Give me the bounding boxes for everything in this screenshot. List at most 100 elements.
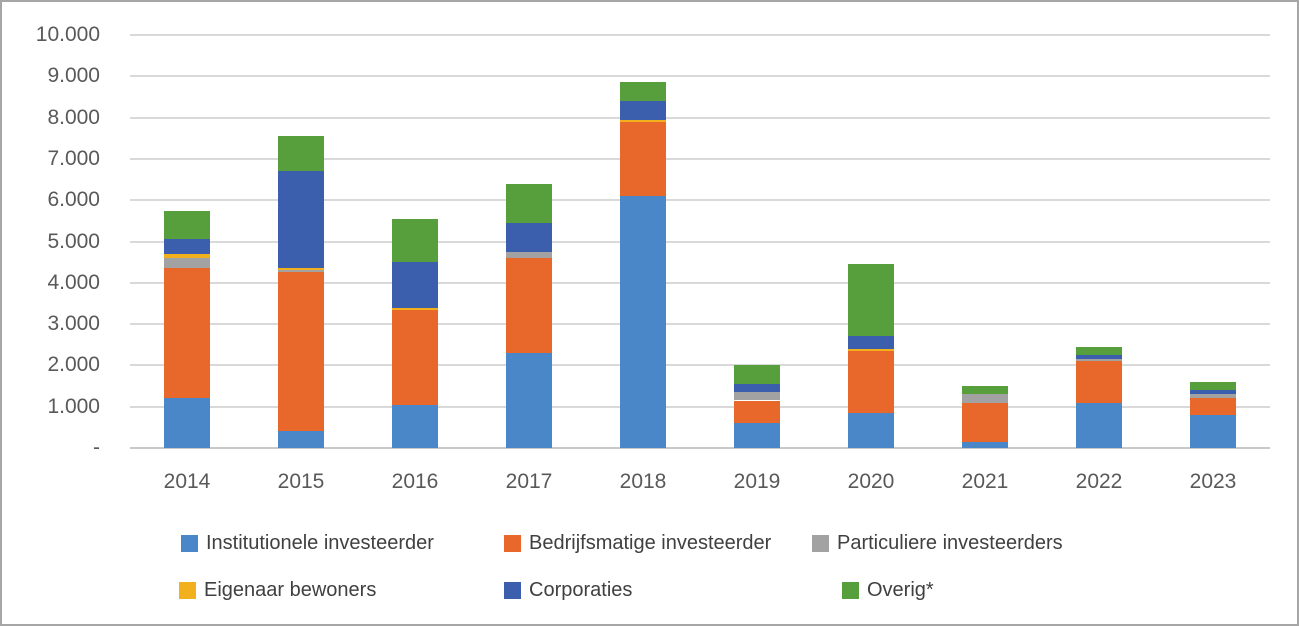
legend-label-overig: Overig* [867,578,934,601]
y-axis-tick-label: - [93,436,100,459]
bar-segment-overig-2023 [1190,381,1236,391]
gridline [130,323,1270,326]
legend-swatch-bedrijfsmatige-investeerder [504,534,521,552]
bar-segment-corporaties-2020 [848,336,894,349]
legend-swatch-particuliere-investeerders [812,534,829,552]
y-axis-tick-label: 3.000 [47,312,100,336]
gridline [130,199,1270,202]
bar-segment-eigenaar-bewoners-2015 [278,268,324,271]
bar-segment-institutionele-investeerder-2015 [278,431,324,448]
bar-segment-overig-2021 [962,386,1008,395]
bar-segment-eigenaar-bewoners-2016 [392,307,438,310]
bar-segment-eigenaar-bewoners-2018 [620,119,666,122]
bar-segment-overig-2015 [278,136,324,172]
bar-segment-bedrijfsmatige-investeerder-2018 [620,121,666,197]
bar-segment-corporaties-2014 [164,239,210,254]
bar-segment-bedrijfsmatige-investeerder-2022 [1076,361,1122,403]
bar-segment-overig-2017 [506,183,552,223]
bar-segment-bedrijfsmatige-investeerder-2023 [1190,398,1236,415]
y-axis-tick-label: 4.000 [47,270,100,294]
bar-segment-institutionele-investeerder-2019 [734,423,780,448]
y-axis-tick-label: 5.000 [47,229,100,253]
bar-segment-eigenaar-bewoners-2014 [164,253,210,258]
gridline [130,116,1270,119]
bar-segment-overig-2014 [164,210,210,240]
bar-segment-institutionele-investeerder-2014 [164,398,210,448]
y-axis-tick-label: 2.000 [47,353,100,377]
gridline [130,34,1270,36]
x-axis-label-2015: 2015 [277,470,325,493]
legend-swatch-institutionele-investeerder [181,534,198,552]
legend-item-eigenaar-bewoners: Eigenaar bewoners [179,577,376,603]
bar-segment-overig-2022 [1076,346,1122,356]
bar-segment-institutionele-investeerder-2023 [1190,414,1236,448]
legend-swatch-overig [842,581,859,599]
y-axis-tick-label: 7.000 [47,146,100,170]
legend-item-particuliere-investeerders: Particuliere investeerders [812,530,1063,556]
x-axis-label-2017: 2017 [505,470,553,493]
bar-segment-bedrijfsmatige-investeerder-2016 [392,309,438,405]
y-axis-tick-label: 10.000 [35,23,100,46]
bar-segment-institutionele-investeerder-2020 [848,412,894,448]
legend-item-corporaties: Corporaties [504,577,632,603]
bar-segment-bedrijfsmatige-investeerder-2021 [962,402,1008,442]
legend-swatch-corporaties [504,581,521,599]
legend-label-eigenaar-bewoners: Eigenaar bewoners [204,578,377,601]
legend-label-corporaties: Corporaties [529,578,633,601]
x-axis-label-2019: 2019 [733,470,781,493]
x-axis-label-2022: 2022 [1075,470,1123,493]
x-axis-label-2023: 2023 [1189,470,1237,493]
bar-segment-corporaties-2015 [278,171,324,269]
gridline [130,405,1270,408]
x-axis-label-2016: 2016 [391,470,439,493]
bar-segment-institutionele-investeerder-2017 [506,353,552,448]
x-axis-label-2018: 2018 [619,470,667,493]
bar-segment-particuliere-investeerders-2017 [506,251,552,258]
gridline [130,240,1270,243]
bar-segment-corporaties-2018 [620,101,666,120]
y-axis-tick-label: 1.000 [47,394,100,418]
bar-segment-institutionele-investeerder-2021 [962,441,1008,448]
y-axis-tick-label: 9.000 [47,64,100,88]
bar-segment-bedrijfsmatige-investeerder-2014 [164,268,210,399]
bar-segment-corporaties-2019 [734,383,780,393]
y-axis-tick-label: 8.000 [47,105,100,129]
legend-item-overig: Overig* [842,577,934,603]
legend-label-institutionele-investeerder: Institutionele investeerder [206,531,434,554]
bar-segment-eigenaar-bewoners-2020 [848,348,894,351]
bar-segment-corporaties-2016 [392,262,438,308]
bar-segment-overig-2020 [848,264,894,337]
bar-segment-overig-2018 [620,82,666,102]
bar-segment-particuliere-investeerders-2014 [164,258,210,269]
bar-segment-institutionele-investeerder-2016 [392,404,438,448]
legend-item-bedrijfsmatige-investeerder: Bedrijfsmatige investeerder [504,530,771,556]
bar-segment-bedrijfsmatige-investeerder-2017 [506,258,552,353]
bar-segment-particuliere-investeerders-2021 [962,394,1008,403]
legend-label-bedrijfsmatige-investeerder: Bedrijfsmatige investeerder [529,531,772,554]
bar-segment-bedrijfsmatige-investeerder-2015 [278,272,324,432]
gridline [130,75,1270,78]
bar-segment-overig-2016 [392,218,438,263]
legend-swatch-eigenaar-bewoners [179,581,196,599]
bar-segment-overig-2019 [734,365,780,384]
x-axis-label-2021: 2021 [961,470,1009,493]
bar-segment-corporaties-2023 [1190,390,1236,395]
legend-item-institutionele-investeerder: Institutionele investeerder [181,530,434,556]
y-axis-tick-label: 6.000 [47,188,100,212]
bar-segment-particuliere-investeerders-2019 [734,392,780,401]
x-axis-line [130,447,1270,449]
bar-segment-corporaties-2017 [506,222,552,252]
bar-segment-particuliere-investeerders-2022 [1076,359,1122,362]
gridline [130,364,1270,367]
bar-segment-institutionele-investeerder-2022 [1076,402,1122,448]
bar-segment-particuliere-investeerders-2015 [278,270,324,273]
bar-segment-corporaties-2022 [1076,355,1122,360]
gridline [130,157,1270,160]
x-axis-label-2020: 2020 [847,470,895,493]
bar-segment-bedrijfsmatige-investeerder-2019 [734,400,780,424]
bar-segment-particuliere-investeerders-2023 [1190,394,1236,399]
legend-label-particuliere-investeerders: Particuliere investeerders [837,531,1063,554]
gridline [130,281,1270,284]
x-axis-label-2014: 2014 [163,470,211,493]
